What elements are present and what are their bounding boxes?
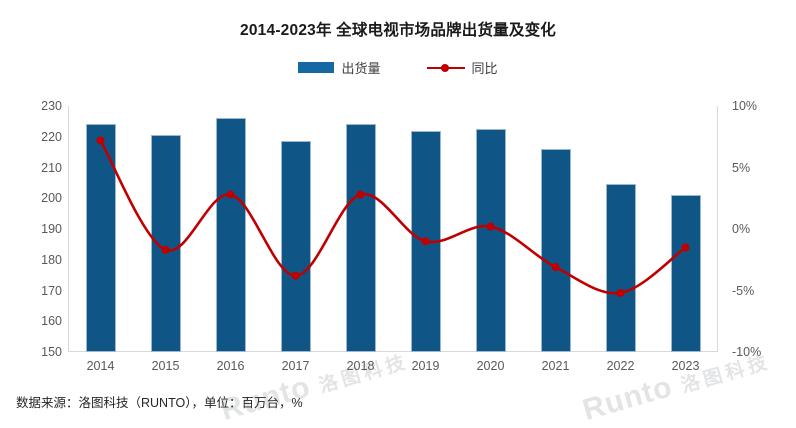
- y-axis-left-tick: 200: [41, 191, 62, 206]
- y-axis-left-tick: 210: [41, 160, 62, 175]
- y-axis-right-line: [717, 106, 718, 352]
- legend-item-yoy[interactable]: 同比: [426, 58, 498, 77]
- source-note: 数据来源：洛图科技（RUNTO），单位：百万台，%: [16, 396, 303, 410]
- bar-2014[interactable]: [85, 124, 116, 352]
- watermark-brand-right: Runto: [579, 369, 677, 427]
- y-axis-right-tick: 5%: [732, 160, 751, 175]
- x-axis-tick: 2014: [86, 359, 115, 373]
- y-axis-left-tick: 170: [41, 283, 62, 298]
- bar-2021[interactable]: [540, 149, 571, 352]
- y-axis-left-tick: 220: [41, 129, 62, 144]
- bar-2019[interactable]: [410, 130, 441, 352]
- watermark-left: Runto 洛图科技: [217, 342, 412, 428]
- legend-line-swatch-icon: [426, 62, 465, 74]
- x-axis-line: [68, 351, 718, 352]
- x-axis-tick: 2022: [606, 359, 635, 373]
- y-axis-left-tick: 180: [41, 252, 62, 267]
- legend-item-shipments[interactable]: 出货量: [298, 58, 381, 77]
- yoy-line-path: [99, 139, 687, 295]
- y-axis-right-tick: 10%: [732, 99, 758, 113]
- bar-2022[interactable]: [605, 184, 636, 352]
- x-axis-tick: 2023: [671, 359, 700, 373]
- y-axis-left-line: [68, 106, 69, 352]
- bar-2018[interactable]: [345, 124, 376, 352]
- x-axis-tick: 2015: [151, 359, 180, 373]
- bar-2023[interactable]: [670, 195, 701, 352]
- watermark-right: Runto 洛图科技: [579, 342, 774, 428]
- x-axis-tick: 2021: [541, 359, 570, 373]
- y-axis-left-tick: 160: [41, 314, 62, 329]
- chart-legend: 出货量 同比: [0, 58, 796, 77]
- bar-2016[interactable]: [215, 118, 246, 352]
- legend-label-shipments: 出货量: [341, 61, 381, 76]
- y-axis-left-tick: 190: [41, 222, 62, 236]
- y-axis-left-tick: 150: [41, 345, 62, 359]
- x-axis-tick: 2018: [346, 359, 375, 373]
- y-axis-right-tick: -5%: [732, 283, 755, 298]
- y-axis-left-tick: 230: [41, 99, 62, 113]
- bar-2020[interactable]: [475, 129, 506, 352]
- chart-title: 2014-2023年 全球电视市场品牌出货量及变化: [240, 22, 556, 39]
- x-axis-tick: 2020: [476, 359, 505, 373]
- x-axis-tick: 2017: [281, 359, 310, 373]
- x-axis-tick: 2019: [411, 359, 440, 373]
- bar-2017[interactable]: [280, 141, 311, 352]
- y-axis-right-tick: -10%: [732, 345, 762, 359]
- legend-label-yoy: 同比: [471, 61, 498, 76]
- bar-2015[interactable]: [150, 135, 181, 352]
- x-axis-tick: 2016: [216, 359, 245, 373]
- legend-bar-swatch-icon: [298, 62, 335, 73]
- plot-area: Runto 洛图科技 Runto 洛图科技: [68, 106, 773, 427]
- y-axis-right-tick: 0%: [732, 222, 751, 236]
